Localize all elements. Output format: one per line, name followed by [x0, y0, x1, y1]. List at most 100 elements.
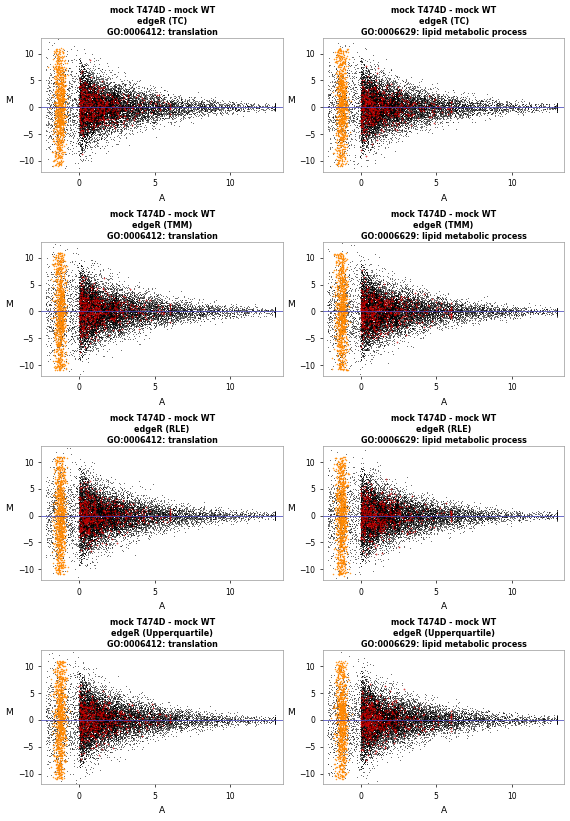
- Point: [331, 502, 340, 515]
- Point: [80, 487, 89, 500]
- Point: [127, 713, 136, 727]
- Point: [50, 360, 59, 373]
- Point: [174, 105, 183, 118]
- Point: [332, 465, 341, 478]
- Point: [114, 283, 123, 296]
- Point: [421, 117, 430, 130]
- Point: [96, 308, 105, 321]
- Point: [357, 498, 366, 511]
- Point: [436, 95, 445, 108]
- Point: [120, 81, 129, 94]
- Point: [91, 94, 100, 108]
- Point: [223, 713, 233, 726]
- Point: [82, 303, 91, 316]
- Point: [216, 713, 225, 726]
- Point: [356, 515, 365, 528]
- Point: [431, 502, 440, 516]
- Point: [58, 358, 67, 371]
- Point: [337, 96, 347, 109]
- Point: [365, 93, 374, 106]
- Point: [363, 531, 372, 544]
- Point: [155, 101, 164, 114]
- Point: [271, 304, 280, 317]
- Point: [422, 498, 431, 511]
- Point: [119, 304, 128, 317]
- Point: [259, 715, 268, 728]
- Point: [95, 108, 104, 122]
- Point: [406, 296, 415, 309]
- Point: [370, 297, 379, 310]
- Point: [349, 327, 358, 340]
- Point: [529, 713, 538, 726]
- Point: [343, 732, 352, 745]
- Point: [396, 314, 405, 327]
- Point: [358, 71, 367, 85]
- Point: [102, 305, 111, 319]
- Point: [120, 518, 129, 531]
- Point: [78, 116, 87, 129]
- Point: [162, 713, 172, 726]
- Point: [84, 326, 93, 339]
- Point: [387, 704, 396, 718]
- Point: [341, 89, 350, 103]
- Point: [372, 732, 381, 745]
- Point: [361, 93, 370, 106]
- Point: [500, 305, 509, 319]
- Point: [410, 305, 420, 319]
- Point: [552, 305, 561, 318]
- Point: [369, 107, 378, 120]
- Point: [357, 310, 366, 323]
- Point: [413, 718, 422, 731]
- Point: [330, 532, 339, 545]
- Point: [75, 512, 84, 525]
- Point: [132, 510, 141, 523]
- Point: [87, 506, 96, 519]
- Point: [357, 508, 366, 521]
- Point: [326, 699, 335, 712]
- Point: [99, 520, 108, 533]
- Point: [80, 273, 89, 286]
- Point: [361, 518, 370, 531]
- Point: [79, 108, 88, 122]
- Point: [391, 97, 400, 110]
- Point: [390, 735, 399, 748]
- Point: [423, 105, 432, 118]
- Point: [330, 332, 339, 345]
- Point: [87, 108, 96, 121]
- Point: [420, 515, 429, 528]
- Point: [421, 296, 430, 310]
- Point: [75, 121, 84, 134]
- Point: [372, 514, 381, 527]
- Point: [81, 462, 90, 475]
- Point: [205, 306, 214, 319]
- Point: [139, 519, 148, 532]
- Point: [140, 506, 149, 519]
- Point: [436, 516, 445, 530]
- Point: [113, 710, 123, 723]
- Point: [411, 507, 420, 520]
- Point: [89, 273, 99, 286]
- Point: [75, 100, 84, 113]
- Point: [409, 299, 418, 312]
- Point: [134, 718, 143, 732]
- Point: [361, 129, 370, 142]
- Point: [229, 307, 238, 320]
- Point: [88, 109, 97, 122]
- Point: [128, 106, 137, 119]
- Point: [97, 294, 106, 307]
- Point: [376, 721, 385, 734]
- Point: [552, 715, 561, 728]
- Point: [83, 293, 92, 306]
- Point: [431, 709, 441, 722]
- Point: [101, 530, 111, 544]
- Point: [128, 719, 137, 732]
- Point: [105, 507, 115, 520]
- Point: [161, 720, 170, 733]
- Point: [100, 113, 109, 126]
- Point: [371, 505, 380, 518]
- Point: [93, 80, 103, 94]
- Point: [130, 524, 139, 537]
- Point: [396, 104, 405, 117]
- Point: [367, 508, 376, 521]
- Point: [112, 95, 121, 108]
